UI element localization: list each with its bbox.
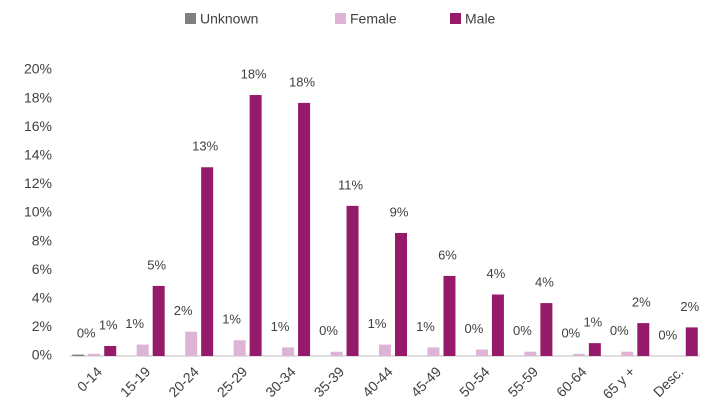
x-tick-label: 20-24	[165, 363, 202, 400]
data-label: 2%	[174, 303, 193, 318]
bar	[72, 354, 85, 356]
x-tick-label: 25-29	[214, 363, 251, 400]
x-tick-label: 35-39	[311, 363, 348, 400]
data-label: 0%	[610, 323, 629, 338]
data-label: 0%	[77, 325, 96, 340]
bar	[637, 323, 650, 356]
x-tick-label: 40-44	[359, 363, 396, 400]
y-tick-label: 18%	[24, 89, 52, 105]
x-tick-label: Desc.	[650, 363, 687, 400]
bar	[249, 95, 262, 357]
bar	[491, 294, 504, 356]
data-label: 4%	[535, 275, 554, 290]
data-label: 2%	[632, 295, 651, 310]
y-tick-label: 2%	[32, 318, 52, 334]
x-tick-label: 50-54	[456, 363, 493, 400]
y-tick-label: 0%	[32, 347, 52, 363]
y-tick-label: 16%	[24, 118, 52, 134]
data-label: 6%	[438, 247, 457, 262]
data-label: 4%	[487, 266, 506, 281]
data-label: 9%	[390, 204, 409, 219]
y-tick-label: 12%	[24, 175, 52, 191]
bar	[282, 347, 295, 356]
data-label: 18%	[241, 66, 267, 81]
bar	[588, 343, 601, 356]
data-label: 0%	[658, 327, 677, 342]
legend-swatch	[450, 13, 461, 24]
bar	[443, 275, 456, 356]
legend-label: Unknown	[200, 11, 258, 27]
data-label: 0%	[319, 323, 338, 338]
bar	[104, 345, 117, 356]
legend-swatch	[185, 13, 196, 24]
y-tick-label: 6%	[32, 261, 52, 277]
data-label: 1%	[99, 317, 118, 332]
data-label: 2%	[680, 299, 699, 314]
bar	[88, 353, 101, 356]
data-label: 18%	[289, 74, 315, 89]
x-tick-label: 65 y +	[599, 363, 638, 402]
bar	[152, 285, 165, 356]
y-tick-label: 8%	[32, 232, 52, 248]
y-tick-label: 14%	[24, 147, 52, 163]
data-label: 1%	[271, 319, 290, 334]
x-tick-label: 30-34	[262, 363, 299, 400]
data-label: 13%	[192, 139, 218, 154]
bar	[524, 351, 537, 356]
bar	[233, 340, 246, 356]
bar	[540, 303, 553, 356]
legend-label: Male	[465, 11, 496, 27]
data-label: 5%	[147, 257, 166, 272]
data-label: 0%	[561, 325, 580, 340]
bar	[572, 353, 585, 356]
bar	[379, 344, 391, 356]
data-label: 0%	[465, 321, 484, 336]
bar	[346, 205, 359, 356]
x-tick-label: 0-14	[74, 363, 105, 394]
x-tick-label: 45-49	[408, 363, 445, 400]
y-tick-label: 10%	[24, 204, 52, 220]
bar	[185, 331, 198, 356]
data-label: 1%	[222, 312, 241, 327]
bar	[201, 167, 214, 356]
bar	[330, 351, 343, 356]
data-label: 11%	[338, 177, 363, 192]
bar	[475, 349, 488, 356]
legend-swatch	[335, 13, 346, 24]
data-label: 1%	[583, 315, 602, 330]
legend-label: Female	[350, 11, 397, 27]
bar	[395, 233, 407, 356]
data-label: 1%	[368, 316, 387, 331]
bar	[427, 347, 440, 356]
x-tick-label: 55-59	[504, 363, 541, 400]
y-tick-label: 4%	[32, 290, 52, 306]
bar	[298, 102, 311, 356]
data-label: 1%	[416, 319, 435, 334]
bar	[136, 344, 149, 356]
data-label: 1%	[125, 316, 144, 331]
bar	[685, 327, 698, 356]
x-tick-label: 60-64	[553, 363, 590, 400]
bar	[621, 351, 634, 356]
data-label: 0%	[513, 323, 532, 338]
y-tick-label: 20%	[24, 61, 52, 77]
x-tick-label: 15-19	[117, 363, 154, 400]
